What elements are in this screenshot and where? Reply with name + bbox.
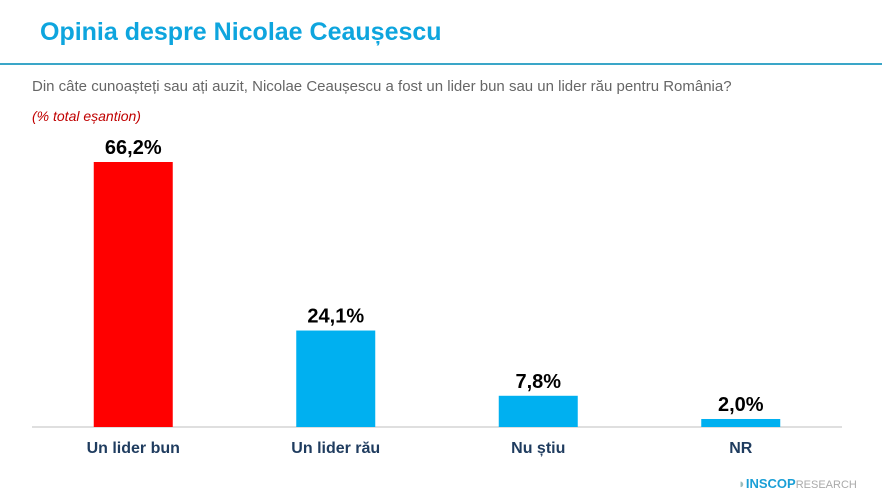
logo-brand: INSCOP — [745, 476, 796, 491]
category-label: Un lider bun — [87, 440, 180, 457]
data-label: 7,8% — [515, 371, 561, 393]
category-label: Un lider rău — [291, 440, 380, 457]
page-title: Opinia despre Nicolae Ceaușescu — [40, 18, 442, 46]
data-label: 24,1% — [307, 306, 364, 328]
category-label: Nu știu — [511, 440, 565, 457]
data-label: 66,2% — [105, 137, 162, 159]
category-label: NR — [729, 440, 753, 457]
bar — [498, 395, 578, 427]
logo-suffix: RESEARCH — [795, 479, 857, 491]
data-label: 2,0% — [718, 394, 764, 416]
bar — [701, 418, 781, 427]
subtitle: (% total eșantion) — [32, 108, 141, 124]
bar — [296, 330, 376, 427]
logo-icon: ◗ — [738, 476, 746, 491]
bar — [93, 162, 173, 427]
logo: ◗INSCOPRESEARCH — [738, 476, 857, 491]
divider — [0, 63, 882, 65]
question-text: Din câte cunoașteți sau ați auzit, Nicol… — [32, 78, 732, 95]
